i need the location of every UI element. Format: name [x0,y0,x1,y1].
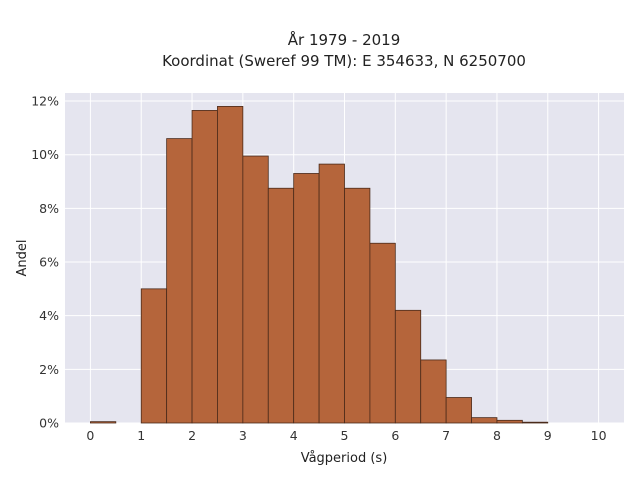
x-tick-label: 6 [391,428,399,443]
x-tick-label: 0 [86,428,94,443]
x-axis-label: Vågperiod (s) [301,451,388,466]
x-tick-label: 5 [341,428,349,443]
histogram-bar [445,397,472,424]
histogram-bar [369,242,396,424]
histogram-bar [344,187,371,424]
x-tick-labels: 0 1 2 3 4 5 6 7 8 9 10 [86,428,606,443]
histogram-bar [420,359,447,424]
y-axis-label: Andel [15,240,30,277]
y-tick-label: 0% [39,416,59,431]
chart-title-line1: År 1979 - 2019 [288,30,401,49]
y-tick-label: 2% [39,362,59,377]
x-tick-label: 7 [442,428,450,443]
x-tick-label: 2 [188,428,196,443]
x-tick-label: 8 [493,428,501,443]
histogram-bar [242,155,269,424]
histogram-bar [521,421,549,424]
x-tick-label: 1 [137,428,145,443]
y-tick-label: 8% [39,201,59,216]
histogram-bar [191,110,218,424]
x-tick-label: 10 [591,428,607,443]
y-tick-label: 6% [39,255,59,270]
chart-title-line2: Koordinat (Sweref 99 TM): E 354633, N 62… [162,52,526,70]
y-tick-label: 4% [39,308,59,323]
histogram-bar [90,421,117,424]
histogram-bar [293,173,320,424]
y-tick-labels: 0% 2% 4% 6% 8% 10% 12% [31,94,59,431]
y-tick-label: 10% [31,147,59,162]
histogram-bar [318,163,345,424]
histogram-bar [394,309,422,424]
histogram-bar [496,419,523,424]
histogram-bar [140,288,168,424]
x-tick-label: 3 [239,428,247,443]
bars [90,106,549,424]
x-tick-label: 9 [544,428,552,443]
y-tick-label: 12% [31,94,59,109]
histogram-bar [217,106,244,424]
histogram-bar [166,138,193,424]
x-tick-label: 4 [290,428,298,443]
histogram-bar [267,187,295,424]
histogram-bar [471,417,498,424]
